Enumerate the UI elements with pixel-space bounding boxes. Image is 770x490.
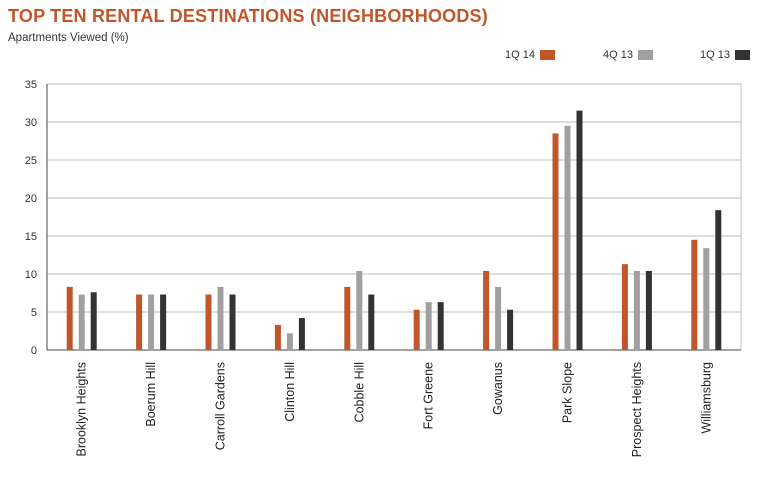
x-tick-label-fort-greene: Fort Greene [422, 362, 436, 429]
bar-gowanus-4q-13 [495, 286, 502, 350]
chart-subtitle: Apartments Viewed (%) [8, 32, 129, 44]
bar-fort-greene-1q-14 [413, 309, 420, 350]
bar-clinton-hill-1q-13 [298, 318, 305, 350]
bar-brooklyn-heights-1q-13 [90, 292, 97, 350]
x-tick-label-carroll-gardens: Carroll Gardens [214, 362, 228, 450]
bar-park-slope-4q-13 [564, 125, 571, 350]
bar-brooklyn-heights-1q-14 [66, 286, 73, 350]
legend-swatch-1q13 [735, 50, 750, 60]
y-tick-label-20: 20 [25, 193, 37, 205]
bar-williamsburg-1q-13 [715, 210, 722, 350]
x-tick-label-park-slope: Park Slope [561, 362, 575, 423]
bar-cobble-hill-4q-13 [356, 270, 363, 350]
x-tick-label-clinton-hill: Clinton Hill [283, 362, 297, 422]
legend-swatch-1q14 [540, 50, 555, 60]
bar-fort-greene-1q-13 [437, 302, 444, 350]
bar-williamsburg-1q-14 [691, 239, 698, 350]
bar-fort-greene-4q-13 [425, 302, 432, 350]
x-tick-label-brooklyn-heights: Brooklyn Heights [75, 362, 89, 457]
bar-prospect-heights-1q-14 [621, 264, 628, 350]
y-tick-label-35: 35 [25, 79, 37, 91]
legend-swatch-4q13 [638, 50, 653, 60]
bar-boerum-hill-1q-14 [136, 294, 143, 350]
y-tick-label-0: 0 [31, 345, 37, 357]
x-tick-label-williamsburg: Williamsburg [699, 362, 713, 434]
bar-park-slope-1q-13 [576, 110, 583, 350]
bar-clinton-hill-4q-13 [286, 333, 293, 350]
y-tick-label-30: 30 [25, 117, 37, 129]
bar-gowanus-1q-13 [507, 309, 514, 350]
bar-gowanus-1q-14 [483, 270, 490, 350]
bar-boerum-hill-1q-13 [160, 294, 167, 350]
legend-label-1q14: 1Q 14 [505, 49, 535, 61]
bar-williamsburg-4q-13 [703, 248, 710, 350]
bar-brooklyn-heights-4q-13 [78, 294, 85, 350]
chart-title: TOP TEN RENTAL DESTINATIONS (NEIGHBORHOO… [8, 6, 488, 26]
bar-cobble-hill-1q-14 [344, 286, 351, 350]
y-tick-label-25: 25 [25, 155, 37, 167]
bar-prospect-heights-1q-13 [645, 270, 652, 350]
y-tick-label-15: 15 [25, 231, 37, 243]
bar-carroll-gardens-1q-13 [229, 294, 236, 350]
x-tick-label-boerum-hill: Boerum Hill [144, 362, 158, 427]
chart-legend: 1Q 14 4Q 13 1Q 13 [460, 47, 760, 63]
legend-label-4q13: 4Q 13 [603, 49, 633, 61]
bar-park-slope-1q-14 [552, 133, 559, 350]
bar-carroll-gardens-1q-14 [205, 294, 212, 350]
y-tick-label-10: 10 [25, 269, 37, 281]
bar-cobble-hill-1q-13 [368, 294, 375, 350]
y-tick-label-5: 5 [31, 307, 37, 319]
x-tick-label-prospect-heights: Prospect Heights [630, 362, 644, 457]
bar-prospect-heights-4q-13 [633, 270, 640, 350]
x-tick-label-gowanus: Gowanus [491, 362, 505, 415]
bar-clinton-hill-1q-14 [274, 324, 281, 350]
x-tick-label-cobble-hill: Cobble Hill [352, 362, 366, 422]
bar-boerum-hill-4q-13 [148, 294, 155, 350]
bar-carroll-gardens-4q-13 [217, 286, 224, 350]
legend-label-1q13: 1Q 13 [700, 49, 730, 61]
